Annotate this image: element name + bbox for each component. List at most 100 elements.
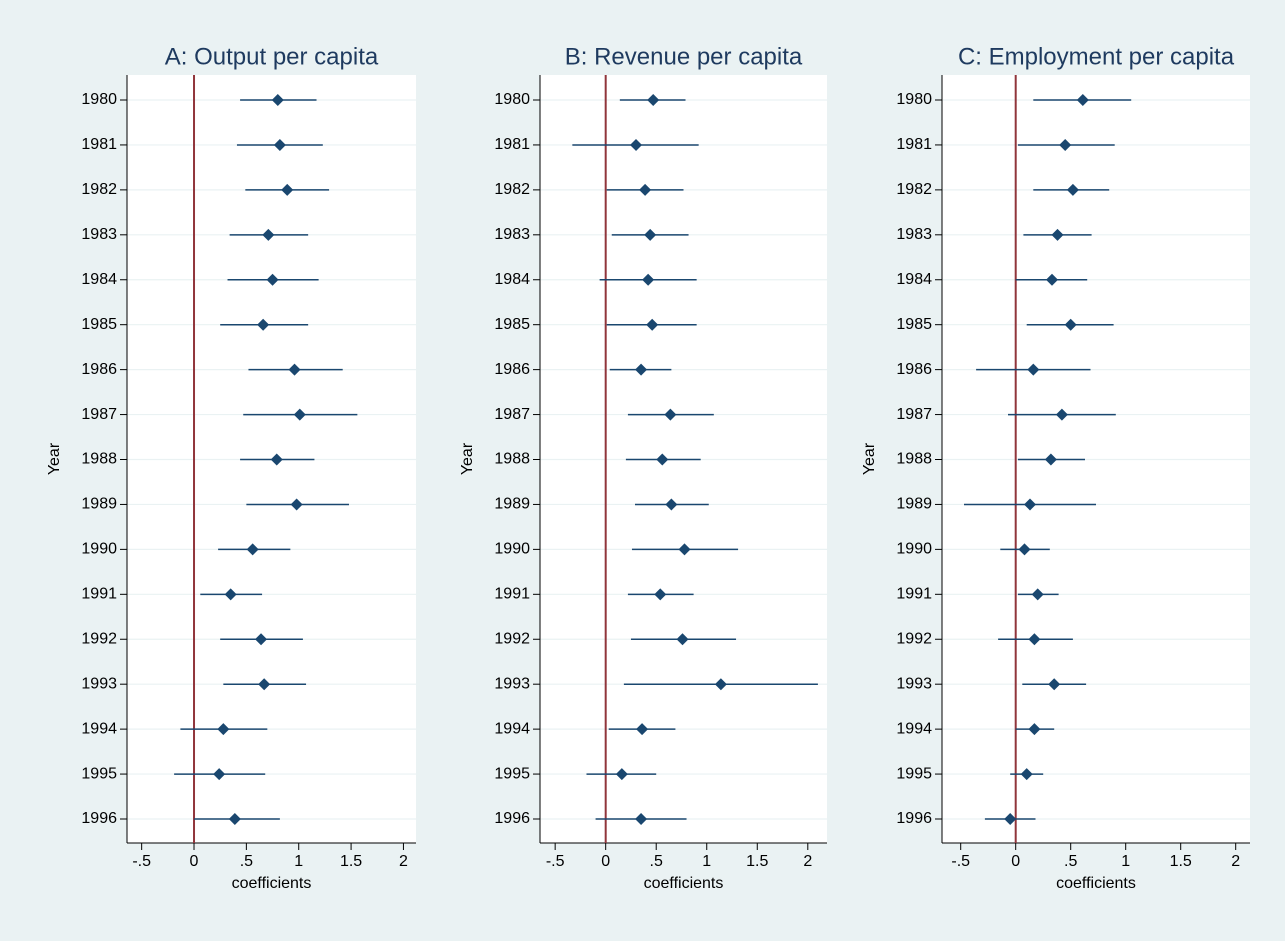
y-axis-title: Year (861, 442, 878, 475)
coefficient-marker (1046, 273, 1058, 286)
x-tick-label: .5 (650, 853, 663, 870)
y-tick-label: 1991 (896, 586, 932, 603)
y-tick-label: 1983 (896, 226, 932, 243)
coefficient-marker (1004, 813, 1017, 825)
coefficient-marker (270, 453, 283, 466)
y-tick-label: 1985 (81, 316, 117, 333)
y-tick-label: 1980 (896, 91, 932, 108)
coefficient-marker (266, 273, 279, 286)
x-tick-label: .5 (240, 853, 253, 870)
y-tick-label: 1980 (81, 91, 117, 108)
coefficient-marker (255, 633, 268, 646)
x-tick-label: 2 (803, 853, 812, 870)
coefficient-marker (642, 273, 655, 286)
y-tick-label: 1987 (896, 406, 932, 423)
coefficient-marker (1066, 183, 1079, 196)
x-axis-title: coefficients (1056, 875, 1136, 892)
y-tick-label: 1986 (81, 361, 117, 378)
coefficient-marker (288, 363, 301, 376)
coefficient-marker (290, 498, 303, 511)
coefficient-marker (636, 723, 649, 736)
y-axis-title: Year (459, 442, 476, 475)
y-tick-label: 1994 (896, 720, 932, 737)
coefficient-marker (646, 318, 659, 331)
y-tick-label: 1981 (896, 136, 932, 153)
coefficient-marker (1027, 363, 1040, 376)
y-tick-label: 1991 (494, 586, 530, 603)
y-tick-label: 1992 (896, 630, 932, 647)
coefficient-marker (714, 678, 727, 691)
coefficient-marker (271, 94, 284, 106)
y-tick-label: 1996 (494, 810, 530, 827)
y-tick-label: 1982 (81, 181, 117, 198)
y-tick-label: 1981 (81, 136, 117, 153)
coefficient-marker (630, 138, 643, 151)
y-tick-label: 1982 (494, 181, 530, 198)
y-axis-title: Year (46, 442, 63, 475)
coefficient-marker (1051, 228, 1064, 241)
coefficient-marker (1020, 768, 1033, 781)
y-tick-label: 1993 (81, 675, 117, 692)
coefficient-marker (293, 408, 306, 421)
x-tick-label: 1.5 (1170, 853, 1192, 870)
coefficient-marker (262, 228, 275, 241)
coefficient-marker (654, 588, 667, 601)
y-tick-label: 1987 (81, 406, 117, 423)
y-tick-label: 1986 (494, 361, 530, 378)
y-tick-label: 1989 (494, 496, 530, 513)
coefficient-marker (678, 543, 691, 556)
coefficient-marker (639, 183, 652, 196)
x-tick-label: 1 (702, 853, 711, 870)
coefficient-marker (1048, 678, 1061, 691)
x-tick-label: 0 (601, 853, 610, 870)
x-tick-label: 1.5 (746, 853, 768, 870)
x-tick-label: 2 (399, 853, 408, 870)
y-tick-label: 1988 (896, 451, 932, 468)
coefficient-marker (228, 813, 241, 825)
coefficient-marker (1018, 543, 1031, 556)
y-tick-label: 1980 (494, 91, 530, 108)
x-tick-label: 1.5 (340, 853, 362, 870)
y-tick-label: 1984 (494, 271, 530, 288)
y-tick-label: 1995 (494, 765, 530, 782)
coefficient-marker (1044, 453, 1057, 466)
coefficient-marker (1031, 588, 1044, 601)
coefficient-marker (635, 813, 648, 825)
y-tick-label: 1996 (81, 810, 117, 827)
y-tick-label: 1988 (81, 451, 117, 468)
coefficient-marker (1028, 723, 1041, 736)
y-tick-label: 1992 (81, 630, 117, 647)
coefficient-marker (1024, 498, 1036, 511)
x-tick-label: 1 (294, 853, 303, 870)
x-tick-label: -.5 (546, 853, 565, 870)
coefficient-marker (665, 498, 678, 511)
coefficient-marker (1064, 318, 1077, 331)
coefficient-marker (664, 408, 677, 421)
y-tick-label: 1996 (896, 810, 932, 827)
y-tick-label: 1981 (494, 136, 530, 153)
y-tick-label: 1985 (896, 316, 932, 333)
x-tick-label: -.5 (132, 853, 151, 870)
panel-title: A: Output per capita (165, 43, 379, 70)
y-tick-label: 1988 (494, 451, 530, 468)
y-tick-label: 1994 (494, 720, 530, 737)
y-tick-label: 1987 (494, 406, 530, 423)
y-tick-label: 1992 (494, 630, 530, 647)
coefficient-marker (1059, 138, 1072, 151)
y-tick-label: 1984 (896, 271, 932, 288)
y-tick-label: 1995 (81, 765, 117, 782)
x-axis-title: coefficients (232, 875, 312, 892)
coefficient-marker (246, 543, 259, 556)
y-tick-label: 1991 (81, 586, 117, 603)
coefficient-marker (615, 768, 628, 781)
y-tick-label: 1989 (896, 496, 932, 513)
y-tick-label: 1986 (896, 361, 932, 378)
y-tick-label: 1995 (896, 765, 932, 782)
y-tick-label: 1985 (494, 316, 530, 333)
x-tick-label: 0 (190, 853, 199, 870)
y-tick-label: 1984 (81, 271, 117, 288)
y-tick-label: 1983 (81, 226, 117, 243)
x-tick-label: 1 (1121, 853, 1130, 870)
coefficient-marker (644, 228, 657, 241)
y-tick-label: 1983 (494, 226, 530, 243)
